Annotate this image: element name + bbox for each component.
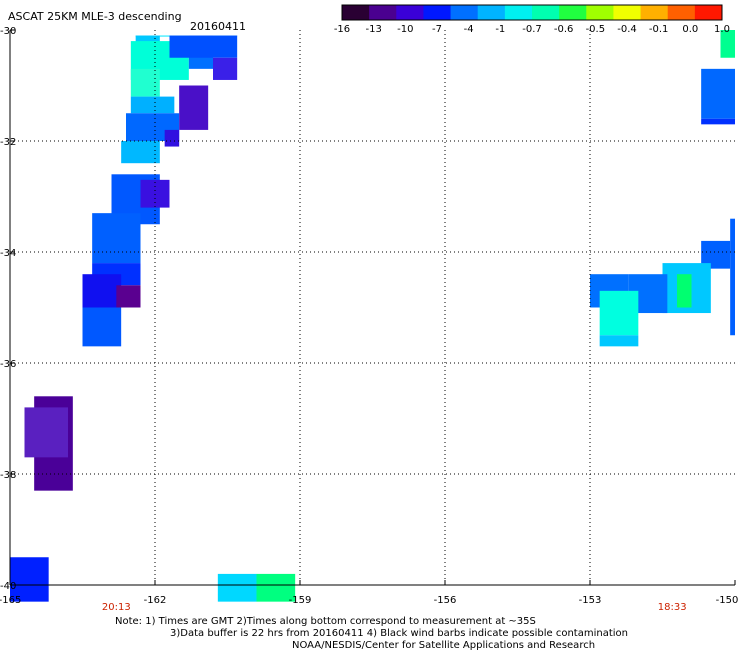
pass-time-label: 20:13 [102, 602, 131, 613]
y-tick-label: -36 [0, 359, 16, 370]
y-tick-label: -34 [0, 248, 16, 259]
colorbar-label: 0.0 [682, 24, 698, 35]
colorbar-swatch [477, 5, 506, 20]
colorbar-layer: -16 -13 -10 -7 -4 -1 -0.7 -0.6 -0.5 -0.4 -0.1 0.0 1.… [334, 4, 730, 35]
x-tick-label: -156 [434, 595, 457, 606]
wind-cell [730, 218, 735, 336]
colorbar-swatch [423, 5, 452, 20]
wind-cell [169, 35, 238, 58]
y-tick-label: -38 [0, 470, 16, 481]
colorbar-label: -0.5 [586, 24, 606, 35]
colorbar-swatch [450, 5, 479, 20]
wind-cell [10, 557, 49, 602]
footer-note-line2: 3)Data buffer is 22 hrs from 20160411 4)… [170, 628, 628, 639]
wind-cell [130, 96, 175, 114]
wind-cells-layer [10, 30, 735, 602]
axes-layer: -165 -162 -159 -156 -153 -150 -30 -32 -34 -36 -38 -… [0, 26, 738, 613]
colorbar-label: -16 [334, 24, 350, 35]
colorbar-swatch [586, 5, 614, 20]
colorbar-label: -4 [464, 24, 474, 35]
grid-layer [10, 30, 735, 585]
colorbar-swatch [640, 5, 669, 20]
colorbar-label: 1.0 [714, 24, 730, 35]
colorbar-label: -0.1 [649, 24, 669, 35]
colorbar-swatch [342, 5, 370, 20]
colorbar-label: -13 [365, 24, 381, 35]
wind-cell [701, 68, 735, 119]
footer-credit: NOAA/NESDIS/Center for Satellite Applica… [292, 640, 595, 650]
x-tick-label: -153 [579, 595, 602, 606]
colorbar-swatch [504, 5, 533, 20]
wind-cell [256, 573, 296, 602]
colorbar-label: -10 [397, 24, 413, 35]
colorbar-swatch [613, 5, 642, 20]
wind-cell [599, 290, 639, 336]
colorbar-swatch [667, 5, 696, 20]
x-tick-label: -150 [716, 595, 739, 606]
chart-title: ASCAT 25KM MLE-3 descending [8, 10, 182, 23]
chart-date: 20160411 [190, 20, 246, 33]
colorbar-swatch [369, 5, 397, 20]
wind-cell [213, 57, 238, 80]
y-tick-label: -40 [0, 581, 16, 592]
wind-cell [701, 118, 735, 125]
y-tick-label: -32 [0, 137, 16, 148]
colorbar-label: -1 [495, 24, 505, 35]
wind-cell [677, 274, 692, 308]
wind-cell [720, 30, 735, 58]
wind-cell [92, 213, 141, 264]
wind-cell [599, 335, 639, 347]
colorbar-label: -0.7 [522, 24, 542, 35]
wind-cell [217, 573, 257, 602]
wind-cell [82, 307, 122, 347]
x-tick-label: -159 [289, 595, 312, 606]
wind-cell [164, 129, 180, 147]
colorbar-frame [341, 4, 723, 21]
colorbar-label: -0.4 [617, 24, 637, 35]
colorbar-swatch [559, 5, 587, 20]
colorbar-swatch [532, 5, 560, 20]
wind-cell [116, 285, 141, 308]
y-tick-label: -30 [0, 26, 16, 37]
wind-cell [179, 85, 209, 130]
wind-cell [121, 141, 160, 164]
colorbar-label: -7 [432, 24, 442, 35]
colorbar-swatch [396, 5, 424, 20]
colorbar-swatch [694, 5, 723, 20]
x-tick-label: -165 [0, 595, 21, 606]
x-tick-label: -162 [144, 595, 167, 606]
wind-cell [82, 274, 122, 308]
colorbar-label: -0.6 [554, 24, 574, 35]
wind-cell [24, 407, 68, 458]
footer-note-line1: Note: 1) Times are GMT 2)Times along bot… [115, 616, 536, 627]
pass-time-label: 18:33 [658, 602, 687, 613]
wind-cell [140, 179, 170, 208]
